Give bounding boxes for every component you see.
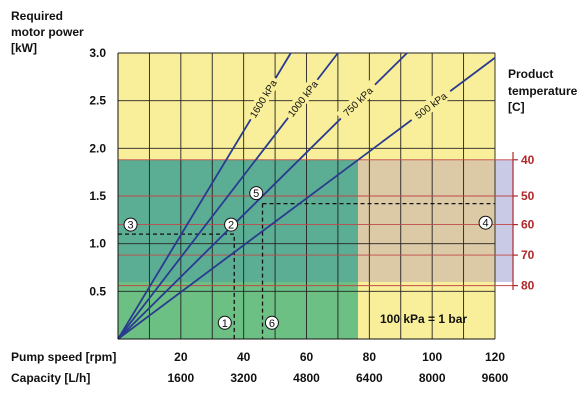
marker-label: 6 xyxy=(269,318,275,330)
temperature-label-line-3: [C] xyxy=(508,100,525,114)
dashed-guide-lines xyxy=(118,202,495,339)
marker-label: 4 xyxy=(483,218,489,230)
temperature-tick-label: 70 xyxy=(521,248,535,262)
temperature-tick-label: 50 xyxy=(521,189,535,203)
y-tick-label: 1.0 xyxy=(89,237,106,251)
x-tick-label-capacity: 3200 xyxy=(230,371,257,385)
x-tick-label-speed: 120 xyxy=(485,350,505,364)
unit-annotation: 100 kPa = 1 bar xyxy=(380,312,467,326)
temperature-tick-label: 40 xyxy=(521,153,535,167)
x-tick-label-speed: 40 xyxy=(237,350,251,364)
y-tick-label: 0.5 xyxy=(89,284,106,298)
marker-circle xyxy=(249,186,264,201)
x-tick-label-capacity: 8000 xyxy=(419,371,446,385)
dashed-guide-line xyxy=(118,233,235,339)
y-tick-labels: 3.0 2.5 2.0 1.5 1.0 0.5 xyxy=(89,46,106,298)
marker-circle xyxy=(217,315,232,330)
temperature-tick-label: 80 xyxy=(521,279,535,293)
x-axis-label-capacity: Capacity [L/h] xyxy=(11,371,90,385)
plot-lilac-band xyxy=(495,160,513,282)
series-label-background xyxy=(282,75,323,122)
marker-label: 2 xyxy=(228,220,234,232)
x-tick-label-speed: 60 xyxy=(300,350,314,364)
marker-label: 5 xyxy=(253,188,259,200)
y-tick-label: 3.0 xyxy=(89,46,106,60)
marker-circle xyxy=(224,217,239,232)
series-label-background xyxy=(407,85,454,125)
y-tick-label: 2.5 xyxy=(89,94,106,108)
x-tick-label-capacity: 9600 xyxy=(482,371,509,385)
marker-label: 1 xyxy=(222,318,228,330)
x-tick-label-capacity: 1600 xyxy=(167,371,194,385)
y-axis-label-line-2: motor power xyxy=(11,25,84,39)
temperature-tick-label: 60 xyxy=(521,218,535,232)
temperature-label-line-2: temperature xyxy=(508,84,578,98)
y-axis-label-line-1: Required xyxy=(11,9,63,23)
x-tick-label-speed: 20 xyxy=(174,350,188,364)
marker-circle xyxy=(123,217,138,232)
x-tick-label-capacity: 6400 xyxy=(356,371,383,385)
numbered-markers: 1 2 3 4 5 6 xyxy=(123,186,493,330)
temperature-tick-labels: 40 50 60 70 80 xyxy=(521,153,535,293)
x-tick-labels: 20 1600 40 3200 60 4800 80 6400 100 8000 120 9600 xyxy=(167,350,508,385)
plot-tan-region xyxy=(358,160,495,282)
y-tick-label: 1.5 xyxy=(89,189,106,203)
x-tick-label-speed: 100 xyxy=(422,350,442,364)
x-tick-label-capacity: 4800 xyxy=(293,371,320,385)
series-label-background xyxy=(244,74,281,123)
y-tick-label: 2.0 xyxy=(89,141,106,155)
marker-circle xyxy=(478,215,493,230)
marker-label: 3 xyxy=(128,220,134,232)
marker-circle xyxy=(264,315,279,330)
temperature-lines xyxy=(118,159,518,287)
y-axis-label-line-3: [kW] xyxy=(11,41,37,55)
temperature-label-line-1: Product xyxy=(508,67,553,81)
x-tick-label-speed: 80 xyxy=(363,350,377,364)
x-axis-label-speed: Pump speed [rpm] xyxy=(11,350,116,364)
series-label-background xyxy=(335,79,380,123)
